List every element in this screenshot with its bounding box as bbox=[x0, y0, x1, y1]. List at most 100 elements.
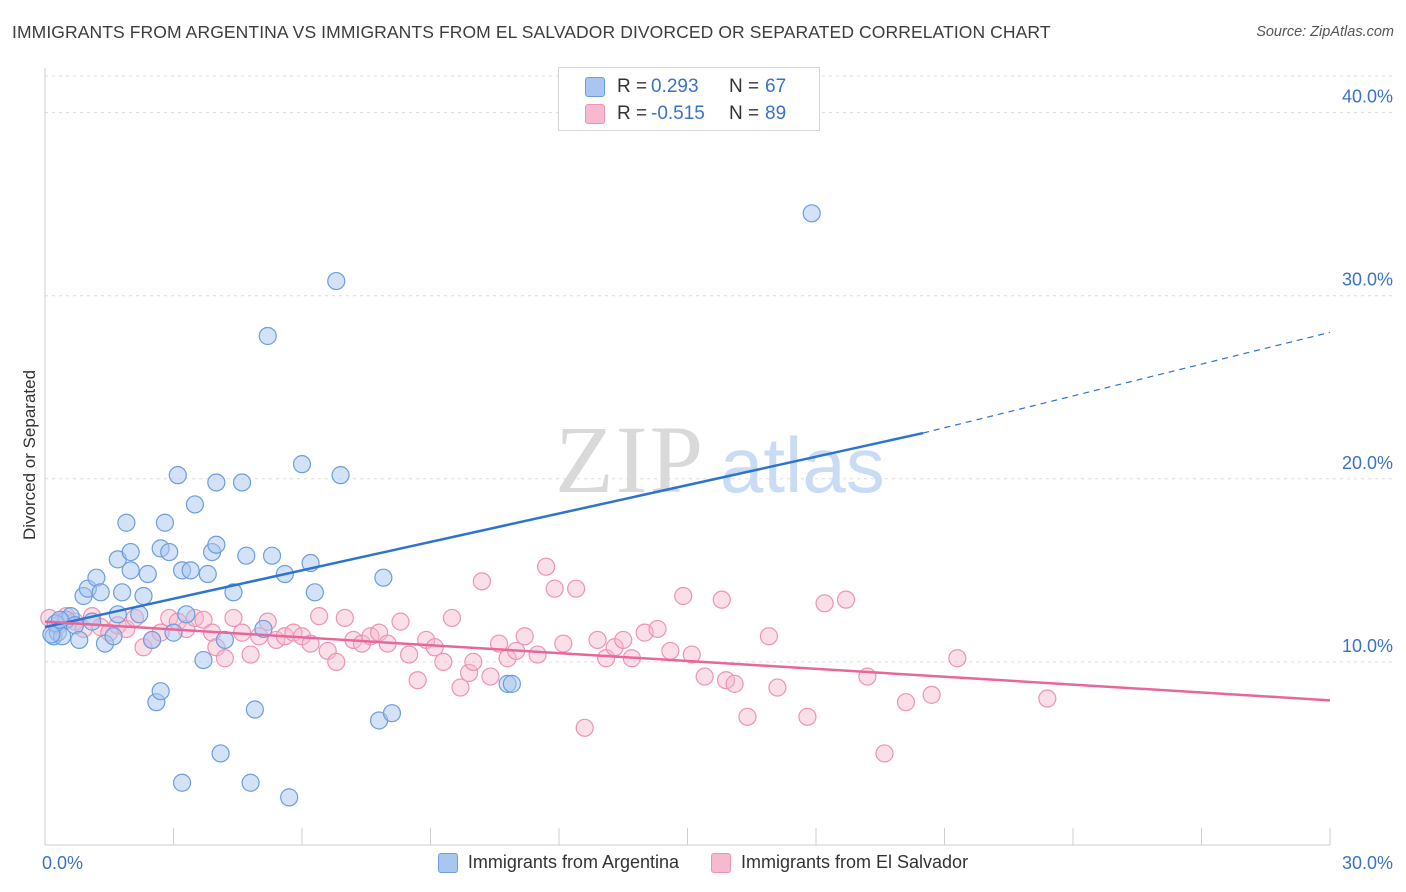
el-salvador-point bbox=[588, 630, 607, 650]
y-tick-label: 30.0% bbox=[1342, 270, 1393, 290]
argentina-swatch bbox=[437, 852, 458, 873]
argentina-point bbox=[194, 650, 213, 670]
el-salvador-point bbox=[472, 572, 491, 591]
argentina-trend-line bbox=[44, 431, 924, 629]
el-salvador-point bbox=[224, 608, 243, 628]
n-value: 89 bbox=[765, 103, 787, 124]
el-salvador-points bbox=[40, 557, 1057, 763]
el-salvador-point bbox=[215, 649, 234, 668]
x-tick-label: 30.0% bbox=[1342, 853, 1393, 873]
argentina-point bbox=[117, 513, 136, 532]
argentina-point bbox=[42, 625, 61, 644]
el-salvador-point bbox=[515, 627, 534, 646]
el-salvador-point bbox=[712, 590, 731, 609]
r-value: -0.515 bbox=[651, 103, 705, 124]
el-salvador-trend-line bbox=[44, 620, 1331, 702]
y-tick-label: 20.0% bbox=[1342, 453, 1393, 473]
tick-labels: 10.0% 20.0% 30.0% 40.0% 0.0% 30.0% bbox=[42, 87, 1393, 873]
el-salvador-point bbox=[194, 610, 213, 629]
el-salvador-point bbox=[614, 630, 633, 650]
argentina-point bbox=[327, 271, 346, 291]
argentina-point bbox=[262, 546, 282, 565]
el-salvador-point bbox=[335, 608, 354, 628]
argentina-point bbox=[258, 326, 277, 346]
argentina-point bbox=[207, 473, 226, 492]
argentina-point bbox=[181, 561, 200, 580]
el-salvador-point bbox=[948, 649, 967, 668]
argentina-point bbox=[142, 630, 162, 650]
svg-text:ZIP: ZIP bbox=[555, 406, 705, 513]
el-salvador-swatch bbox=[711, 852, 731, 873]
legend-label-argentina: Immigrants from Argentina bbox=[467, 852, 679, 872]
argentina-point bbox=[172, 773, 192, 792]
argentina-point bbox=[121, 542, 140, 562]
legend-row-el-salvador: R = -0.515 N = 89 bbox=[585, 100, 786, 128]
r-value: 0.293 bbox=[651, 76, 699, 97]
argentina-swatch bbox=[585, 77, 605, 97]
el-salvador-point bbox=[528, 645, 547, 664]
argentina-point bbox=[108, 605, 127, 624]
argentina-point bbox=[211, 744, 230, 763]
argentina-points bbox=[42, 204, 821, 807]
argentina-point bbox=[121, 561, 140, 580]
n-label: N = bbox=[729, 76, 760, 97]
el-salvador-point bbox=[545, 579, 564, 598]
el-salvador-swatch bbox=[585, 104, 605, 124]
argentina-point bbox=[292, 455, 312, 474]
argentina-point bbox=[382, 704, 402, 723]
el-salvador-point bbox=[391, 612, 410, 631]
el-salvador-point bbox=[661, 641, 680, 661]
el-salvador-point bbox=[537, 557, 556, 576]
el-salvador-point bbox=[695, 667, 714, 686]
el-salvador-point bbox=[241, 645, 260, 664]
argentina-point bbox=[138, 564, 157, 584]
argentina-point bbox=[185, 495, 205, 514]
argentina-point bbox=[155, 513, 175, 532]
argentina-point bbox=[374, 568, 393, 587]
trend-lines bbox=[44, 331, 1331, 702]
el-salvador-point bbox=[768, 678, 787, 697]
el-salvador-point bbox=[327, 652, 346, 672]
el-salvador-point bbox=[451, 678, 470, 697]
argentina-point bbox=[241, 773, 260, 792]
argentina-point bbox=[207, 535, 226, 554]
y-tick-label: 10.0% bbox=[1342, 636, 1393, 656]
legend-item-argentina[interactable]: Immigrants from Argentina bbox=[437, 852, 679, 873]
argentina-point bbox=[177, 605, 196, 624]
legend-label-el-salvador: Immigrants from El Salvador bbox=[741, 852, 969, 872]
argentina-point bbox=[232, 473, 252, 492]
argentina-point bbox=[168, 466, 187, 485]
legend-item-el-salvador[interactable]: Immigrants from El Salvador bbox=[711, 852, 968, 873]
el-salvador-point bbox=[896, 693, 916, 712]
el-salvador-point bbox=[481, 667, 500, 686]
argentina-trend-extension bbox=[922, 331, 1331, 434]
el-salvador-point bbox=[674, 586, 693, 606]
el-salvador-point bbox=[725, 674, 744, 693]
x-tick-label: 0.0% bbox=[42, 853, 83, 873]
grid-lines bbox=[45, 75, 1392, 663]
axes bbox=[44, 68, 1331, 846]
watermark: ZIP atlas bbox=[555, 406, 885, 513]
el-salvador-point bbox=[554, 634, 573, 653]
argentina-point bbox=[164, 623, 183, 642]
el-salvador-point bbox=[836, 590, 856, 609]
argentina-point bbox=[70, 630, 89, 650]
y-tick-label: 40.0% bbox=[1342, 87, 1393, 107]
el-salvador-point bbox=[1038, 689, 1057, 708]
n-value: 67 bbox=[765, 76, 787, 97]
argentina-point bbox=[280, 788, 299, 807]
correlation-legend: R = 0.293 N = 67 R = -0.515 N = 89 bbox=[558, 67, 820, 131]
argentina-point bbox=[502, 674, 521, 693]
r-label: R = bbox=[617, 76, 648, 97]
el-salvador-point bbox=[464, 652, 483, 672]
svg-text:atlas: atlas bbox=[720, 421, 885, 509]
el-salvador-point bbox=[310, 607, 329, 626]
el-salvador-point bbox=[459, 663, 479, 682]
el-salvador-point bbox=[399, 645, 419, 664]
el-salvador-point bbox=[489, 634, 509, 653]
argentina-point bbox=[151, 682, 170, 701]
el-salvador-point bbox=[738, 707, 757, 726]
legend-row-argentina: R = 0.293 N = 67 bbox=[585, 73, 786, 101]
el-salvador-point bbox=[408, 671, 427, 690]
